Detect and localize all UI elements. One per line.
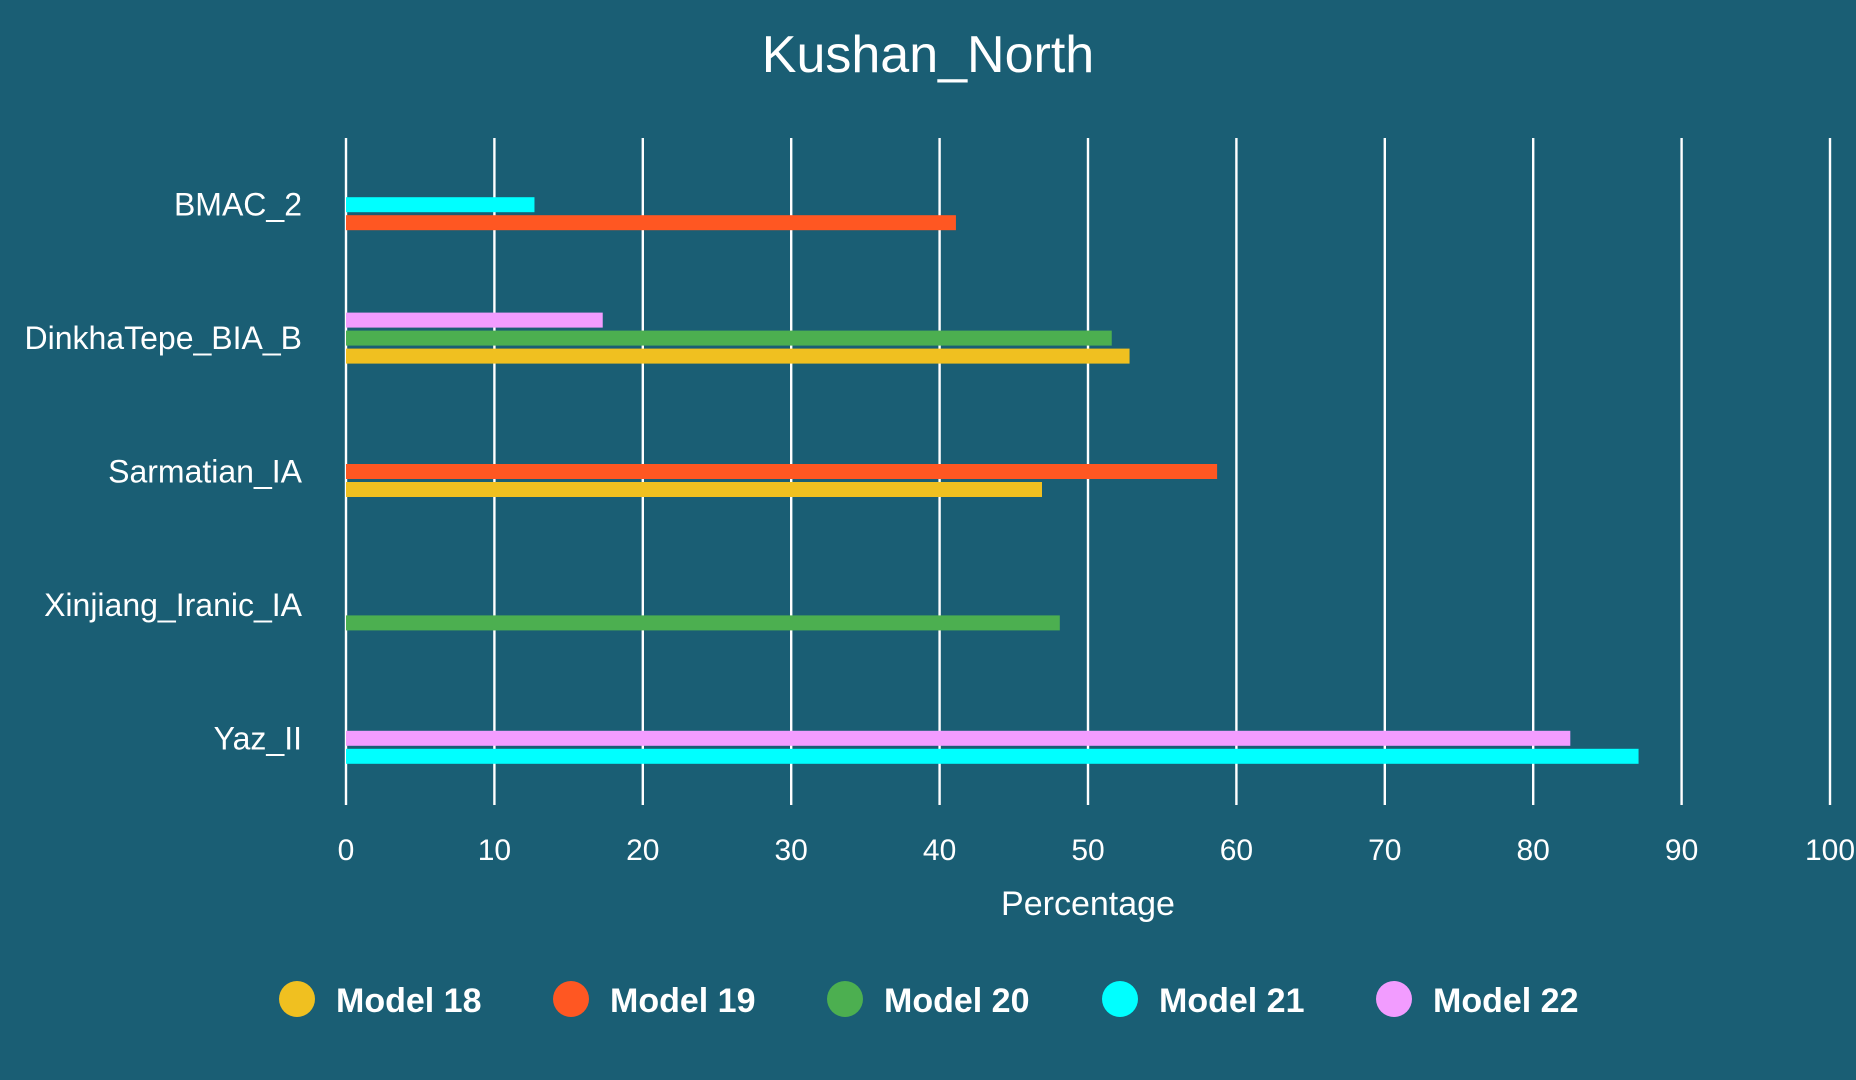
bar-yaz-ii-model-21 [346, 748, 1639, 764]
legend-label-model-19: Model 19 [610, 982, 755, 1020]
bar-bmac-2-model-21 [346, 197, 535, 213]
legend-marker-model-21 [1102, 981, 1138, 1017]
x-tick-label-50: 50 [1071, 834, 1104, 867]
legend-marker-model-20 [827, 981, 863, 1017]
bar-bmac-2-model-19 [346, 215, 956, 231]
category-label-sarmatian-ia: Sarmatian_IA [108, 454, 303, 490]
category-label-dinkhatepe-bia-b: DinkhaTepe_BIA_B [24, 320, 302, 356]
bar-xinjiang-iranic-ia-model-20 [346, 615, 1060, 631]
x-axis-label: Percentage [1001, 885, 1175, 923]
category-label-bmac-2: BMAC_2 [174, 187, 302, 223]
category-label-xinjiang-iranic-ia: Xinjiang_Iranic_IA [44, 587, 303, 623]
legend-marker-model-19 [553, 981, 589, 1017]
x-tick-label-20: 20 [626, 834, 659, 867]
x-tick-label-40: 40 [923, 834, 956, 867]
x-tick-label-30: 30 [775, 834, 808, 867]
x-tick-label-0: 0 [338, 834, 355, 867]
x-tick-label-80: 80 [1517, 834, 1550, 867]
chart-title: Kushan_North [762, 26, 1094, 84]
x-tick-label-60: 60 [1220, 834, 1253, 867]
legend-marker-model-22 [1376, 981, 1412, 1017]
category-label-yaz-ii: Yaz_II [214, 720, 302, 756]
legend-label-model-20: Model 20 [884, 982, 1029, 1020]
bar-sarmatian-ia-model-18 [346, 482, 1042, 497]
bar-dinkhatepe-bia-b-model-18 [346, 348, 1130, 364]
legend-label-model-21: Model 21 [1159, 982, 1304, 1020]
x-tick-label-100: 100 [1805, 834, 1855, 867]
x-tick-label-10: 10 [478, 834, 511, 867]
x-tick-label-90: 90 [1665, 834, 1698, 867]
legend-label-model-22: Model 22 [1433, 982, 1578, 1020]
legend-label-model-18: Model 18 [336, 982, 481, 1020]
bar-dinkhatepe-bia-b-model-22 [346, 312, 603, 328]
bar-yaz-ii-model-22 [346, 730, 1571, 746]
legend-marker-model-18 [279, 981, 315, 1017]
x-tick-label-70: 70 [1368, 834, 1401, 867]
bar-sarmatian-ia-model-19 [346, 464, 1218, 479]
bar-dinkhatepe-bia-b-model-20 [346, 330, 1112, 346]
